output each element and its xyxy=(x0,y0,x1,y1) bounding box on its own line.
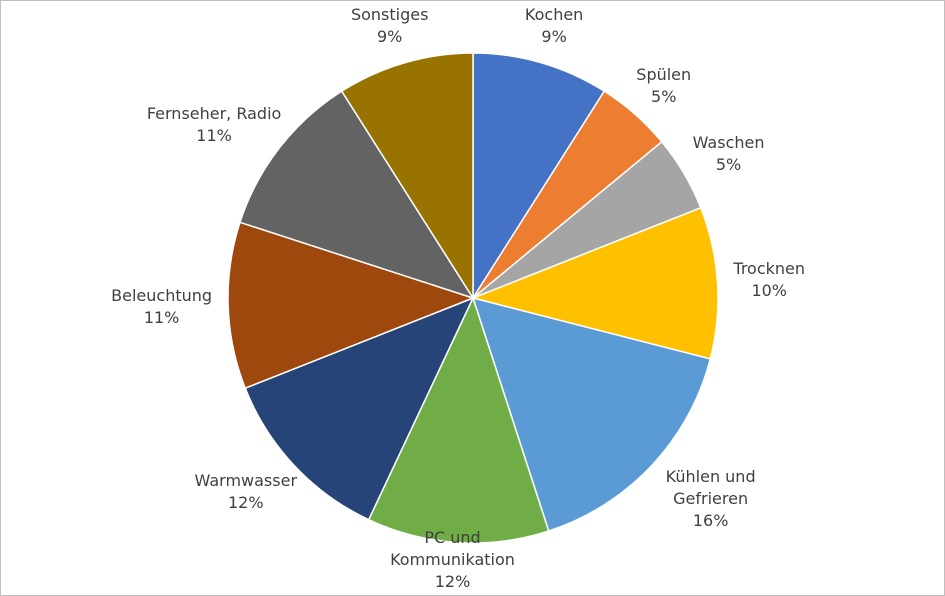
data-label: PC und Kommunikation 12% xyxy=(388,527,518,593)
data-label: Sonstiges 9% xyxy=(351,4,428,48)
category-label: Fernseher, Radio xyxy=(146,103,282,123)
category-label: Kühlen und Gefrieren xyxy=(665,467,756,509)
pie-slice xyxy=(244,296,475,521)
value-label: 5% xyxy=(651,86,677,106)
category-label: Sonstiges xyxy=(350,5,429,25)
value-label: 9% xyxy=(541,27,567,47)
category-label: Beleuchtung xyxy=(111,285,213,305)
data-label: Kochen 9% xyxy=(525,4,583,48)
category-label: Trocknen xyxy=(733,259,806,279)
value-label: 9% xyxy=(376,27,403,47)
data-label: Kühlen und Gefrieren 16% xyxy=(646,466,776,532)
value-label: 12% xyxy=(434,572,471,591)
value-label: 11% xyxy=(143,307,180,327)
value-label: 12% xyxy=(228,492,264,512)
data-label: Warmwasser 12% xyxy=(195,470,297,514)
pie-slice xyxy=(227,221,476,390)
pie-slice xyxy=(472,52,606,301)
category-label: Spülen xyxy=(636,64,692,84)
data-label: Beleuchtung 11% xyxy=(111,285,212,329)
value-label: 11% xyxy=(196,125,232,145)
value-label: 5% xyxy=(715,154,742,174)
data-label: Spülen 5% xyxy=(636,64,691,108)
pie-slice xyxy=(239,90,475,300)
category-label: Warmwasser xyxy=(194,470,298,490)
data-label: Trocknen 10% xyxy=(733,258,805,302)
category-label: PC und Kommunikation xyxy=(390,528,515,569)
pie-slice xyxy=(340,52,474,301)
value-label: 16% xyxy=(692,511,729,531)
data-label: Fernseher, Radio 11% xyxy=(147,103,281,147)
data-label: Waschen 5% xyxy=(693,132,765,176)
pie-slice xyxy=(471,296,712,532)
category-label: Waschen xyxy=(692,132,765,152)
category-label: Kochen xyxy=(524,5,584,25)
pie-slice xyxy=(470,206,719,360)
pie-slice xyxy=(367,295,550,544)
value-label: 10% xyxy=(751,281,787,301)
